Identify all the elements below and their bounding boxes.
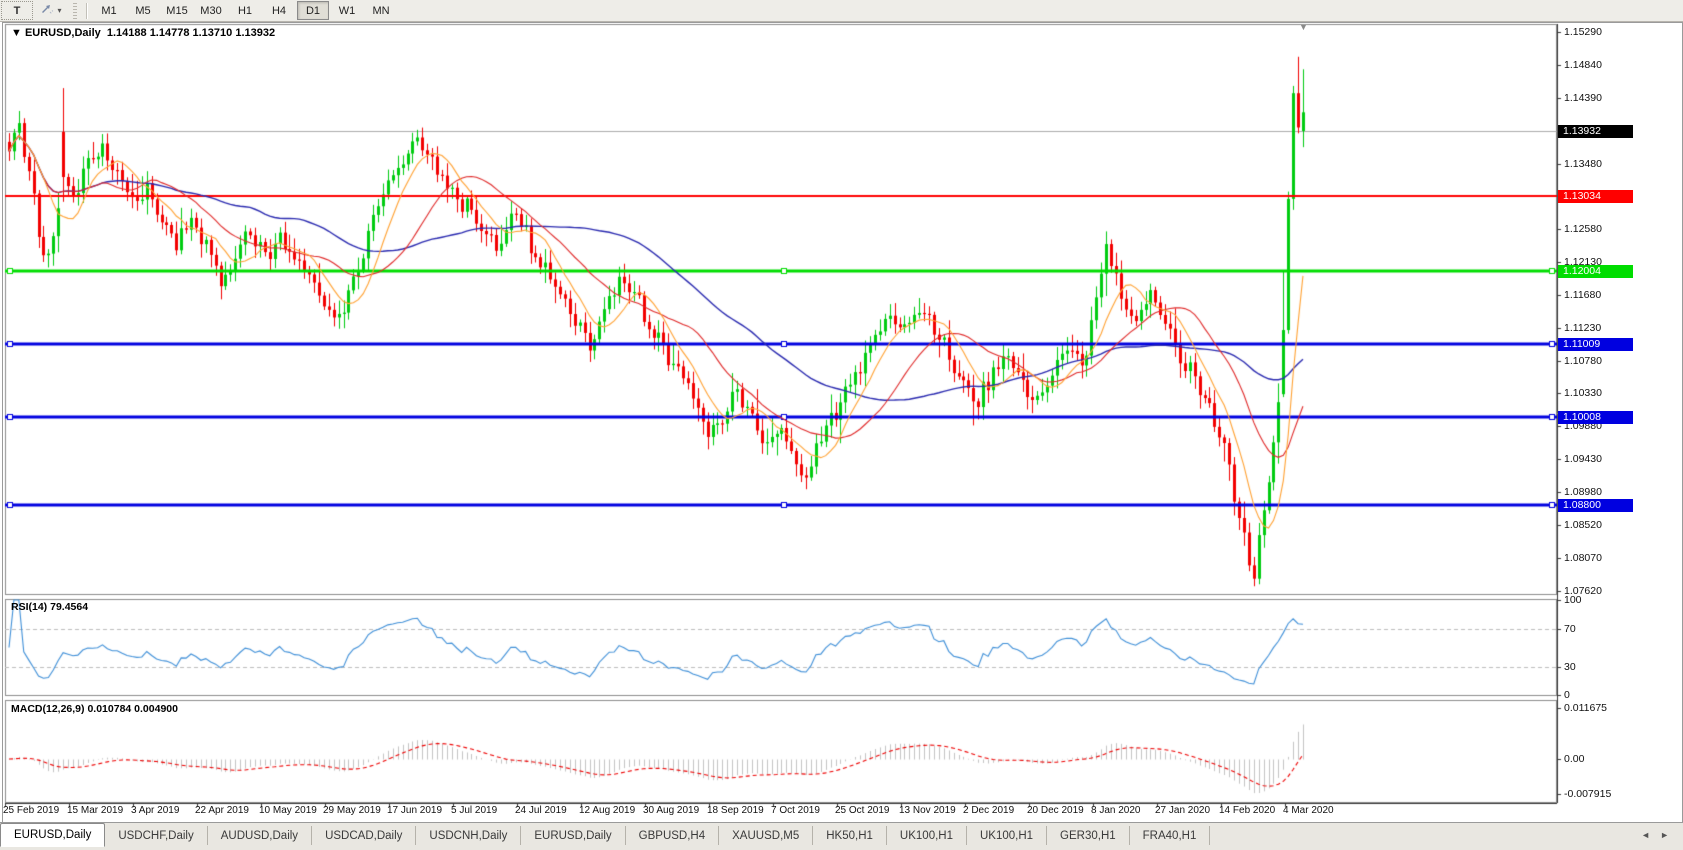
chart-title-ohlc: 1.14188 1.14778 1.13710 1.13932 xyxy=(106,27,276,39)
level-price-badge: 1.11009 xyxy=(1558,337,1633,351)
price-tick-label: 1.10330 xyxy=(1564,387,1602,400)
price-tick-label: 1.08070 xyxy=(1564,552,1602,565)
date-tick-label: 25 Feb 2019 xyxy=(3,805,60,816)
date-tick-label: 13 Nov 2019 xyxy=(899,805,956,816)
tab-scroll-nav: ◄ ► xyxy=(1627,823,1683,846)
chart-tab-3[interactable]: USDCAD,Daily xyxy=(312,826,417,846)
date-tick-label: 18 Sep 2019 xyxy=(707,805,764,816)
price-tick-label: 1.07620 xyxy=(1564,584,1602,597)
timeframe-button-m5[interactable]: M5 xyxy=(135,4,151,17)
date-tick-label: 27 Jan 2020 xyxy=(1155,805,1211,816)
tab-scroll-right-icon[interactable]: ► xyxy=(1660,829,1669,840)
chart-tab-11[interactable]: GER30,H1 xyxy=(1047,826,1130,846)
date-tick-label: 14 Feb 2020 xyxy=(1219,805,1276,816)
rsi-tick-label: 30 xyxy=(1564,660,1576,673)
macd-tick-label: 0.00 xyxy=(1564,753,1585,765)
price-tick-label: 1.15290 xyxy=(1564,26,1602,38)
rsi-indicator-label: RSI(14) 79.4564 xyxy=(11,601,88,613)
rsi-value: 79.4564 xyxy=(50,601,89,613)
tab-scroll-left-icon[interactable]: ◄ xyxy=(1641,829,1651,840)
macd-name: MACD(12,26,9) xyxy=(11,703,85,715)
timeframe-button-group: M1 M5 M15 M30 H1 H4 D1 W1 MN xyxy=(92,1,398,20)
chart-tab-7[interactable]: XAUUSD,M5 xyxy=(719,826,814,846)
level-price-badge: 1.12004 xyxy=(1558,265,1633,279)
chart-tab-8[interactable]: HK50,H1 xyxy=(813,826,887,846)
current-price-badge: 1.13932 xyxy=(1558,124,1633,138)
timeframe-button-mn[interactable]: MN xyxy=(372,4,390,17)
price-tick-label: 1.11230 xyxy=(1564,321,1602,334)
chart-style-button[interactable]: ▾ xyxy=(35,1,67,20)
timeframe-button-d1[interactable]: D1 xyxy=(297,1,329,20)
top-toolbar: T ▾ M1 M5 M15 M30 H1 H4 D1 W1 MN xyxy=(0,0,1683,22)
style-tool-icon xyxy=(40,3,55,19)
timeframe-button-h1[interactable]: H1 xyxy=(237,4,253,17)
toolbar-grip[interactable] xyxy=(73,2,77,19)
chart-tab-bar: EURUSD,Daily USDCHF,Daily AUDUSD,Daily USDC… xyxy=(0,822,1683,847)
timeframe-button-w1[interactable]: W1 xyxy=(338,4,356,17)
timeframe-button-m30[interactable]: M30 xyxy=(200,4,222,17)
chart-tab-0[interactable]: EURUSD,Daily xyxy=(0,823,106,847)
level-price-badge: 1.10008 xyxy=(1558,410,1633,424)
chart-window: ▼ EURUSD,Daily 1.14188 1.14778 1.13710 1… xyxy=(2,22,1683,823)
price-tick-label: 1.12130 xyxy=(1564,256,1602,269)
price-tick-label: 1.12580 xyxy=(1564,223,1602,236)
date-tick-label: 2 Dec 2019 xyxy=(963,805,1015,816)
macd-values: 0.010784 0.004900 xyxy=(87,703,178,715)
date-tick-label: 8 Jan 2020 xyxy=(1091,805,1141,816)
chart-tab-2[interactable]: AUDUSD,Daily xyxy=(208,826,313,846)
price-tick-label: 1.08980 xyxy=(1564,485,1602,498)
chart-title: ▼ EURUSD,Daily 1.14188 1.14778 1.13710 1… xyxy=(11,27,275,39)
chart-title-symbol: EURUSD,Daily xyxy=(24,27,101,39)
date-tick-label: 30 Aug 2019 xyxy=(643,805,700,816)
level-price-badge: 1.13034 xyxy=(1558,190,1633,204)
date-tick-label: 29 May 2019 xyxy=(323,805,381,816)
date-tick-label: 7 Oct 2019 xyxy=(771,805,820,816)
timeframe-button-m15[interactable]: M15 xyxy=(166,4,188,17)
chart-tab-9[interactable]: UK100,H1 xyxy=(887,826,967,846)
date-tick-label: 20 Dec 2019 xyxy=(1027,805,1084,816)
chart-tab-6[interactable]: GBPUSD,H4 xyxy=(626,826,720,846)
chart-tab-4[interactable]: USDCNH,Daily xyxy=(416,826,522,846)
collapse-arrow-icon[interactable]: ▼ xyxy=(11,27,22,39)
rsi-tick-label: 70 xyxy=(1564,622,1576,635)
text-tool-button[interactable]: T xyxy=(1,1,33,20)
date-tick-label: 24 Jul 2019 xyxy=(515,805,567,816)
date-tick-label: 15 Mar 2019 xyxy=(67,805,124,816)
date-tick-label: 12 Aug 2019 xyxy=(579,805,636,816)
toolbar-separator xyxy=(86,2,88,19)
price-chart-canvas[interactable] xyxy=(3,23,1682,822)
date-tick-label: 5 Jul 2019 xyxy=(451,805,498,816)
window-bottom-strip xyxy=(0,845,1683,850)
timeframe-button-m1[interactable]: M1 xyxy=(101,4,117,17)
rsi-tick-label: 100 xyxy=(1564,594,1582,606)
chart-tab-12[interactable]: FRA40,H1 xyxy=(1130,826,1211,846)
rsi-name: RSI(14) xyxy=(11,601,48,613)
chart-tab-10[interactable]: UK100,H1 xyxy=(967,826,1048,846)
date-tick-label: 25 Oct 2019 xyxy=(835,805,890,816)
price-tick-label: 1.11680 xyxy=(1564,289,1602,302)
bar-shift-marker-icon[interactable]: ▼ xyxy=(1299,22,1308,32)
price-tick-label: 1.13480 xyxy=(1564,157,1602,170)
date-tick-label: 22 Apr 2019 xyxy=(195,805,249,816)
price-tick-label: 1.08520 xyxy=(1564,519,1602,532)
rsi-tick-label: 0 xyxy=(1564,689,1570,701)
date-tick-label: 10 May 2019 xyxy=(259,805,317,816)
macd-tick-label: 0.011675 xyxy=(1564,702,1608,714)
date-tick-label: 3 Apr 2019 xyxy=(131,805,180,816)
chart-tab-5[interactable]: EURUSD,Daily xyxy=(521,826,626,846)
macd-tick-label: -0.007915 xyxy=(1564,787,1612,800)
price-tick-label: 1.14390 xyxy=(1564,91,1602,104)
macd-indicator-label: MACD(12,26,9) 0.010784 0.004900 xyxy=(11,703,178,715)
price-tick-label: 1.09430 xyxy=(1564,453,1602,466)
price-tick-label: 1.10780 xyxy=(1564,354,1602,367)
level-price-badge: 1.08800 xyxy=(1558,498,1633,512)
timeframe-button-h4[interactable]: H4 xyxy=(271,4,287,17)
price-tick-label: 1.14840 xyxy=(1564,58,1602,71)
date-tick-label: 17 Jun 2019 xyxy=(387,805,443,816)
chart-tab-1[interactable]: USDCHF,Daily xyxy=(105,826,208,846)
chevron-down-icon: ▾ xyxy=(57,6,62,15)
date-tick-label: 4 Mar 2020 xyxy=(1283,805,1334,816)
